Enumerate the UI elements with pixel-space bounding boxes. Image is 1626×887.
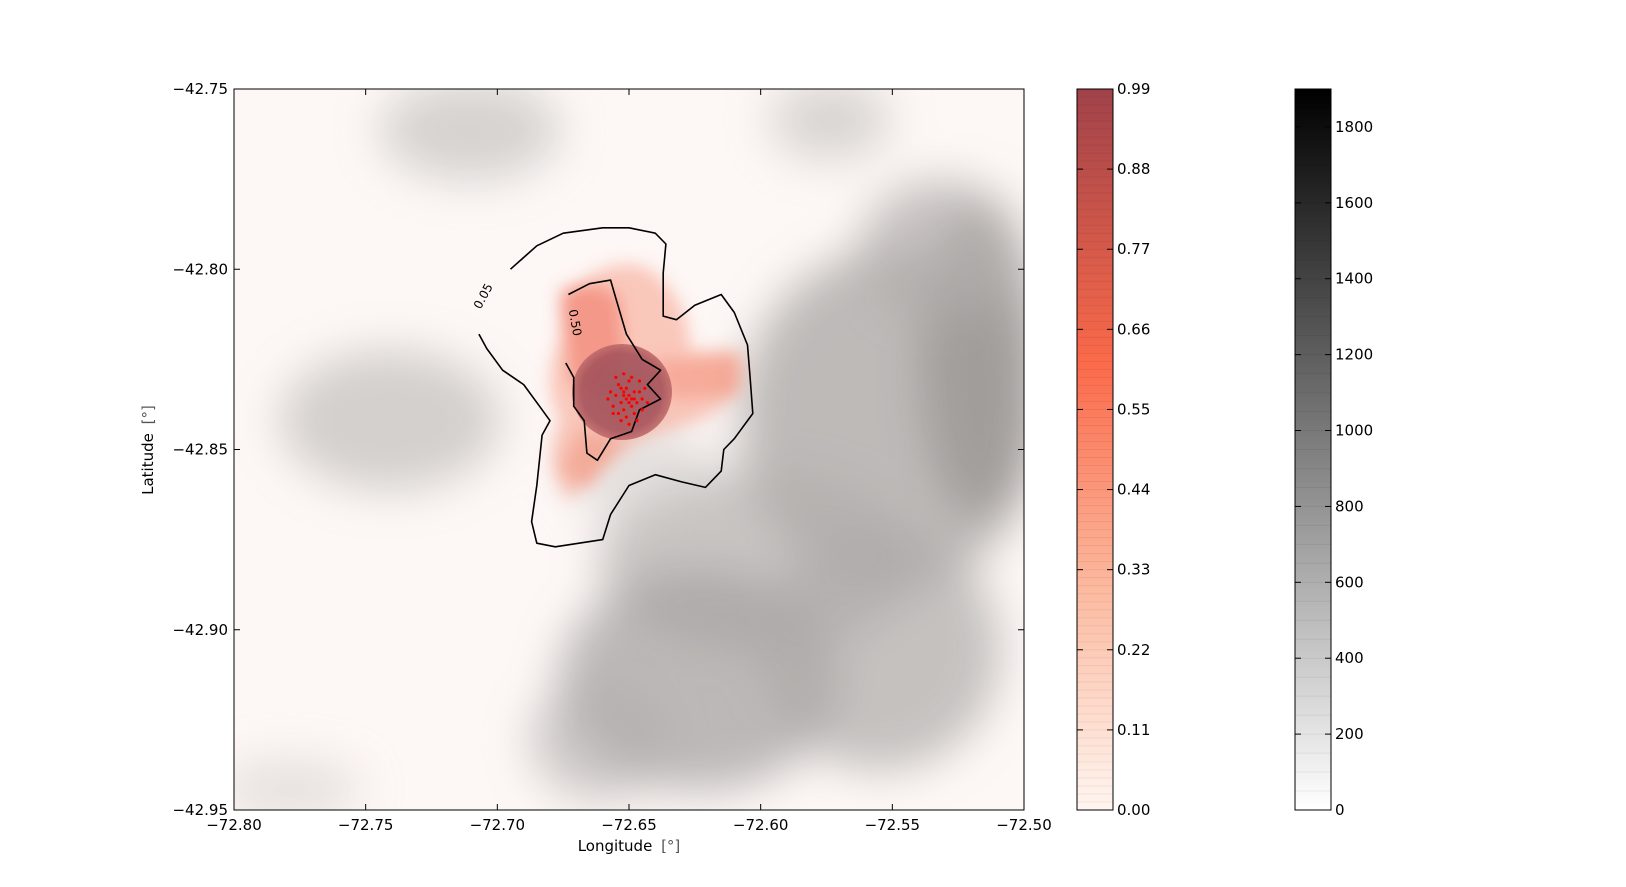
scatter-point: [616, 383, 621, 387]
scatter-point: [624, 415, 628, 419]
probability-colorbar-tick-label: 0.11: [1117, 721, 1150, 739]
elevation-colorbar-tick-label: 200: [1335, 725, 1364, 743]
scatter-point: [635, 401, 639, 405]
elevation-colorbar-tick-label: 0: [1335, 801, 1345, 819]
elevation-colorbar-tick-label: 600: [1335, 573, 1364, 591]
probability-colorbar-frame: [1076, 88, 1114, 811]
scatter-point: [640, 408, 644, 412]
y-tick-label: −42.90: [172, 621, 228, 639]
scatter-point: [630, 375, 634, 379]
scatter-point: [630, 404, 634, 408]
probability-colorbar-gradient: [1077, 89, 1113, 810]
x-tick-label: −72.65: [601, 816, 657, 834]
scatter-point: [622, 372, 626, 376]
x-tick-label: −72.50: [996, 816, 1052, 834]
x-tick-label: −72.80: [206, 816, 262, 834]
probability-field: [550, 264, 745, 500]
elevation-colorbar-gradient: [1295, 89, 1331, 810]
y-tick-label: −42.75: [172, 80, 228, 98]
scatter-point: [645, 401, 650, 405]
x-axis-title: Longitude [°]: [578, 837, 681, 855]
scatter-point: [627, 393, 631, 398]
probability-colorbar-tick-label: 0.88: [1117, 160, 1150, 178]
scatter-point: [616, 411, 621, 416]
scatter-point: [608, 390, 613, 394]
y-tick-label: −42.80: [172, 260, 228, 278]
scatter-point: [622, 390, 626, 394]
elevation-colorbar-tick-label: 1200: [1335, 346, 1373, 364]
scatter-point: [624, 386, 628, 390]
x-tick-label: −72.60: [733, 816, 789, 834]
probability-colorbar-tick-label: 0.44: [1117, 481, 1150, 499]
scatter-point: [606, 397, 610, 401]
elevation-colorbar: 0 200 400 600 800 1000 1200 1400 1600 1800: [1294, 88, 1373, 819]
scatter-point: [637, 390, 642, 394]
elevation-colorbar-tick-label: 1800: [1335, 118, 1373, 136]
scatter-point: [619, 401, 623, 405]
probability-colorbar-tick-label: 0.55: [1117, 400, 1150, 418]
contour-line-0-50: [565, 279, 662, 462]
probability-colorbar-tick-label: 0.33: [1117, 561, 1150, 579]
elevation-terrain: [234, 89, 1024, 810]
map-plot-area: 0.050.50 −72.80 −72.75 −72.70 −72.65 −72.60−…: [139, 80, 1052, 855]
y-axis-title: Latitude [°]: [139, 405, 157, 495]
probability-colorbar-tick-label: 0.66: [1117, 320, 1150, 338]
elevation-colorbar-tick-label: 400: [1335, 649, 1364, 667]
y-tick-label: −42.95: [172, 801, 228, 819]
scatter-point: [619, 419, 623, 423]
scatter-point: [614, 393, 618, 398]
x-tick-label: −72.75: [338, 816, 394, 834]
scatter-point: [622, 393, 626, 398]
probability-colorbar-tick-label: 0.99: [1117, 80, 1150, 98]
x-tick-label: −72.70: [470, 816, 526, 834]
probability-colorbar-tick-label: 0.77: [1117, 240, 1150, 258]
probability-colorbar: 0.00 0.11 0.22 0.33 0.44 0.55 0.66 0.77 0.88 0.99: [1076, 80, 1150, 819]
elevation-colorbar-frame: [1294, 88, 1332, 811]
scatter-point: [619, 386, 623, 390]
scatter-point: [614, 375, 618, 379]
scatter-point: [632, 390, 636, 394]
scatter-point: [643, 386, 647, 390]
elevation-colorbar-tick-label: 1600: [1335, 194, 1373, 212]
y-tick-label: −42.85: [172, 441, 228, 459]
scatter-point: [637, 379, 642, 383]
probability-colorbar-tick-label: 0.22: [1117, 641, 1150, 659]
scatter-point: [627, 401, 631, 405]
scatter-point: [627, 422, 631, 426]
scatter-point: [630, 397, 634, 401]
scatter-point: [624, 397, 628, 401]
scatter-point: [632, 411, 636, 416]
contour-line-0-05: [478, 227, 754, 548]
scatter-point: [611, 404, 615, 408]
scatter-point: [627, 379, 631, 383]
contour-label: 0.50: [566, 308, 584, 337]
probability-colorbar-tick-label: 0.00: [1117, 801, 1150, 819]
scatter-point: [632, 397, 636, 401]
x-tick-label: −72.55: [865, 816, 921, 834]
elevation-colorbar-tick-label: 800: [1335, 497, 1364, 515]
scatter-point: [640, 397, 644, 401]
scatter-point: [635, 419, 639, 423]
elevation-colorbar-tick-label: 1000: [1335, 422, 1373, 440]
scatter-point: [622, 408, 626, 412]
elevation-colorbar-tick-label: 1400: [1335, 270, 1373, 288]
scatter-point: [611, 411, 615, 416]
